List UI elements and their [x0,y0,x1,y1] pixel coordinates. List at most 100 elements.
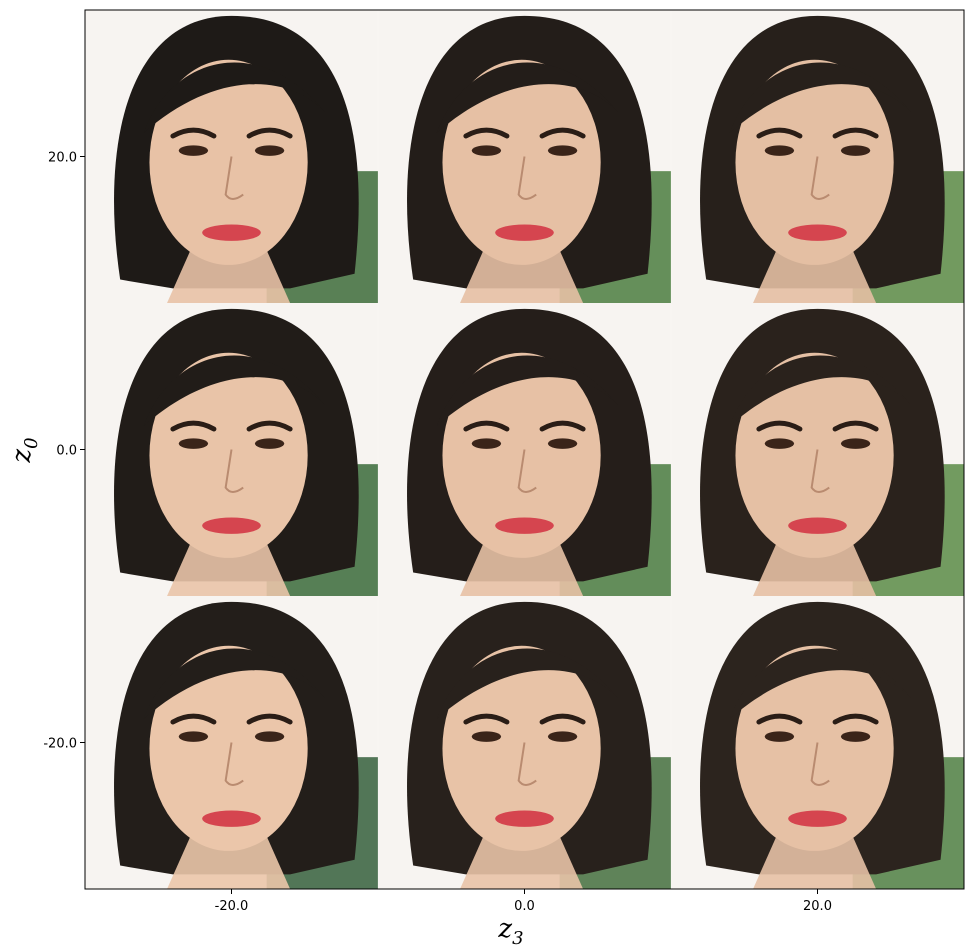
left-brow [170,127,217,139]
right-brow [246,420,293,432]
right-eye [840,145,871,156]
fringe-shape [143,648,326,720]
fringe-shape [143,355,326,427]
left-brow [170,713,217,725]
lips [788,224,847,241]
lips [495,224,554,241]
neck-shape [460,836,584,889]
face-shape [442,352,601,558]
right-eye [254,145,285,156]
left-brow [756,713,803,725]
y-tick-label: -20.0 [43,737,77,752]
left-eye [764,438,795,449]
face-cell [378,303,671,596]
face-shape [149,59,308,265]
fringe-shape [729,355,912,427]
left-brow [756,420,803,432]
face-cell [671,596,964,889]
face-cell [85,10,378,303]
face-shape [149,352,308,558]
right-brow [246,127,293,139]
neck-shape [753,836,877,889]
fringe-shape [729,62,912,134]
y-tick-label: 0.0 [56,444,77,459]
face-cell [85,303,378,596]
left-brow [463,420,510,432]
face-cell [378,10,671,303]
nose-line [517,156,537,200]
nose-line [517,449,537,493]
right-brow [832,713,879,725]
nose-line [810,742,830,786]
face-shape [149,645,308,851]
fringe-shape [436,62,619,134]
left-eye [178,438,209,449]
nose-line [517,742,537,786]
left-eye [764,731,795,742]
x-tick-label: 20.0 [803,899,832,914]
nose-line [224,156,244,200]
lips [495,517,554,534]
right-brow [246,713,293,725]
x-axis-label: z3 [497,914,523,949]
axis-ticks: -20.0 0.0 20.0 20.0 0.0 -20.0 [43,151,832,915]
left-brow [463,127,510,139]
face-shape [735,645,894,851]
left-eye [471,438,502,449]
y-axis-label: z0 [7,437,42,463]
face-cell [671,10,964,303]
neck-shape [167,250,291,303]
neck-shape [460,250,584,303]
neck-shape [460,543,584,596]
face-shape [735,352,894,558]
fringe-shape [143,62,326,134]
fringe-shape [436,355,619,427]
lips [788,810,847,827]
lips [495,810,554,827]
x-tick-label: -20.0 [215,899,249,914]
fringe-shape [436,648,619,720]
right-eye [254,438,285,449]
image-grid [85,10,964,889]
left-eye [178,731,209,742]
neck-shape [753,250,877,303]
face-shape [442,59,601,265]
left-brow [756,127,803,139]
y-tick-label: 20.0 [48,151,77,166]
neck-shape [167,543,291,596]
lips [202,517,261,534]
nose-line [224,449,244,493]
right-eye [254,731,285,742]
face-cell [671,303,964,596]
left-eye [764,145,795,156]
right-eye [547,731,578,742]
left-eye [178,145,209,156]
nose-line [810,156,830,200]
right-eye [840,731,871,742]
left-brow [463,713,510,725]
left-eye [471,145,502,156]
face-cell [378,596,671,889]
face-shape [735,59,894,265]
right-eye [840,438,871,449]
fringe-shape [729,648,912,720]
face-shape [442,645,601,851]
face-cell [85,596,378,889]
right-brow [539,713,586,725]
left-brow [170,420,217,432]
left-eye [471,731,502,742]
right-eye [547,438,578,449]
nose-line [224,742,244,786]
nose-line [810,449,830,493]
right-brow [832,127,879,139]
x-tick-label: 0.0 [514,899,535,914]
lips [788,517,847,534]
lips [202,810,261,827]
neck-shape [753,543,877,596]
right-brow [539,420,586,432]
right-brow [539,127,586,139]
right-eye [547,145,578,156]
right-brow [832,420,879,432]
neck-shape [167,836,291,889]
